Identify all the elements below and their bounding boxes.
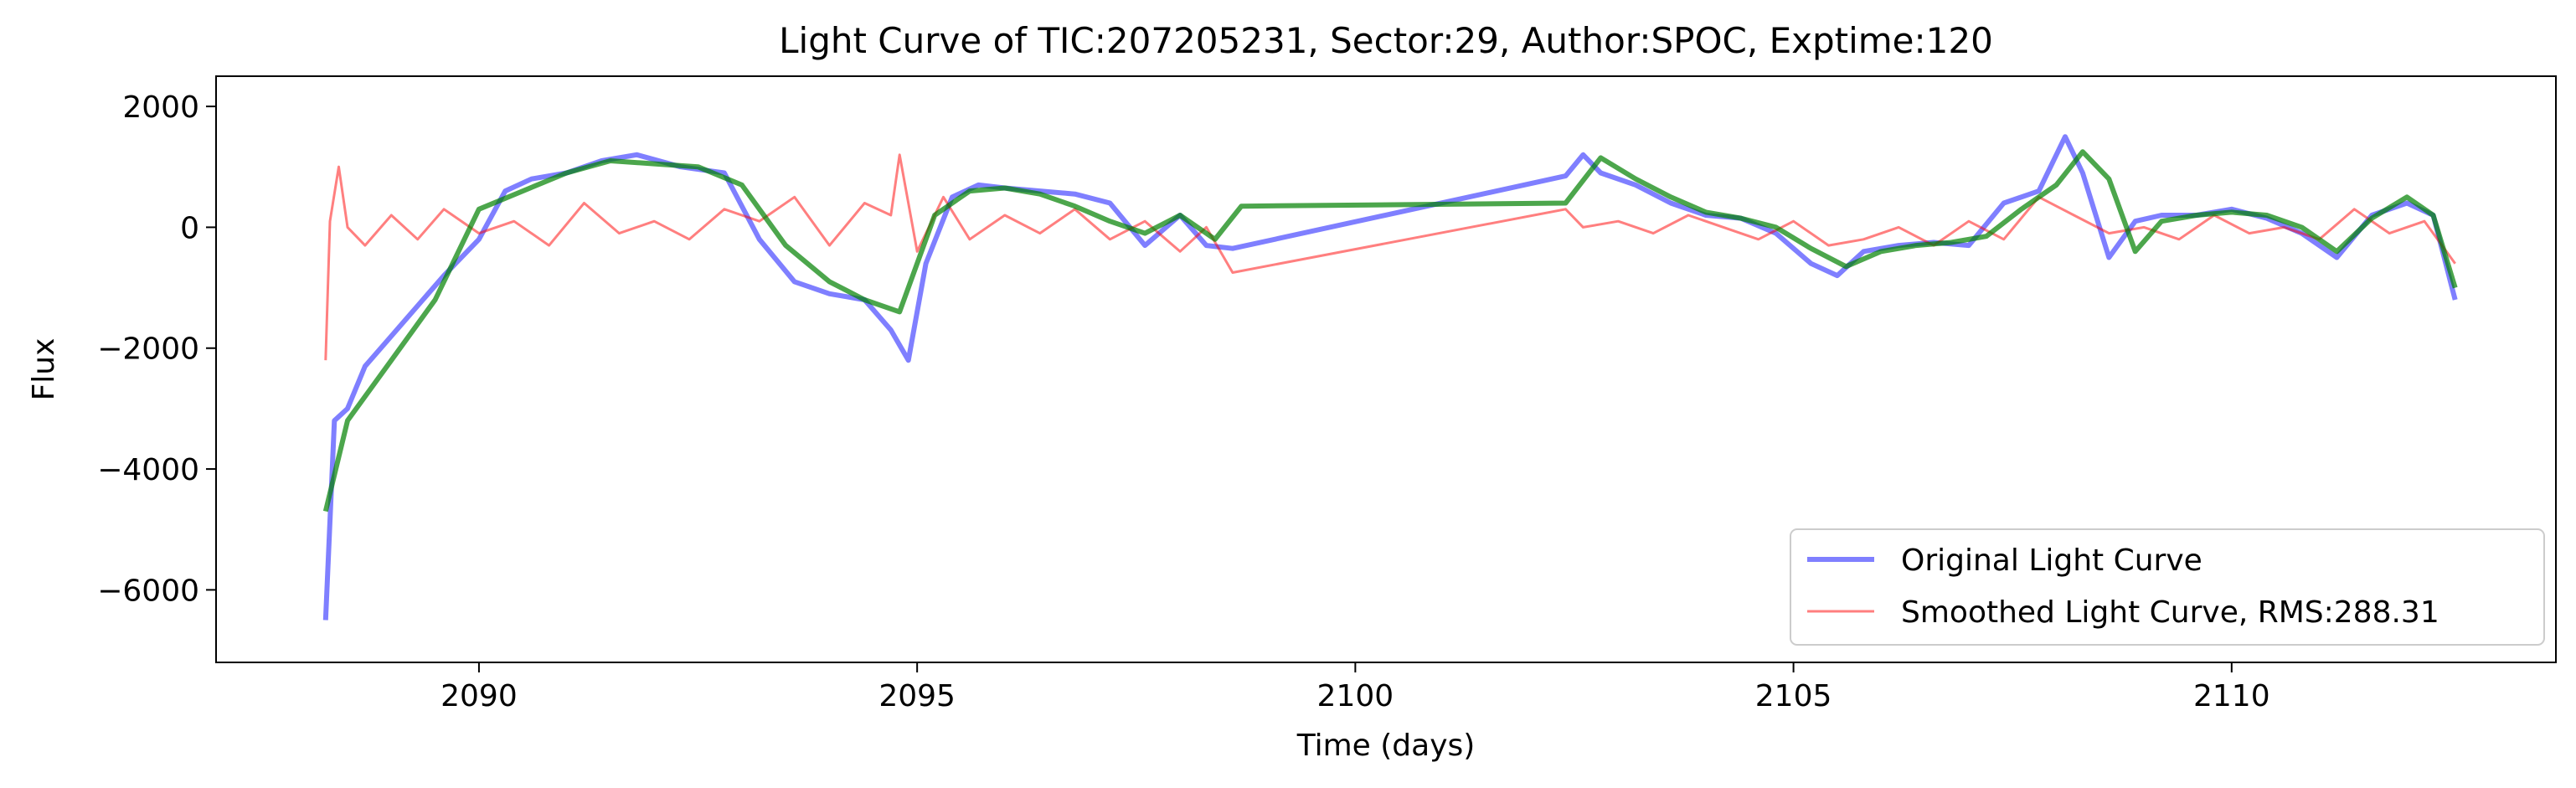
legend-label-original: Original Light Curve [1901,543,2202,578]
x-axis-label: Time (days) [1296,729,1476,763]
legend: Original Light Curve Smoothed Light Curv… [1790,528,2545,646]
legend-label-smoothed: Smoothed Light Curve, RMS:288.31 [1901,595,2439,630]
legend-box [1790,528,2545,646]
x-tick-label: 2095 [878,679,956,713]
x-tick-label: 2090 [440,679,518,713]
y-tick-label: −6000 [97,574,199,608]
y-tick-label: 2000 [122,90,199,125]
chart-title: Light Curve of TIC:207205231, Sector:29,… [779,20,1993,61]
series-line-1 [324,153,2456,361]
x-tick-label: 2100 [1317,679,1394,713]
series-line-2 [322,149,2458,512]
x-tick-label: 2105 [1755,679,1832,713]
series-layer [322,134,2458,621]
x-tick-label: 2110 [2193,679,2270,713]
y-axis-label: Flux [27,338,61,401]
y-tick-label: −4000 [97,453,199,487]
y-axis-ticks: −6000 −4000 −2000 0 2000 [97,90,216,608]
plot-frame [215,75,2557,663]
x-axis-ticks: 2090 2095 2100 2105 2110 [440,662,2270,713]
y-tick-label: −2000 [97,332,199,367]
y-tick-label: 0 [180,211,199,245]
